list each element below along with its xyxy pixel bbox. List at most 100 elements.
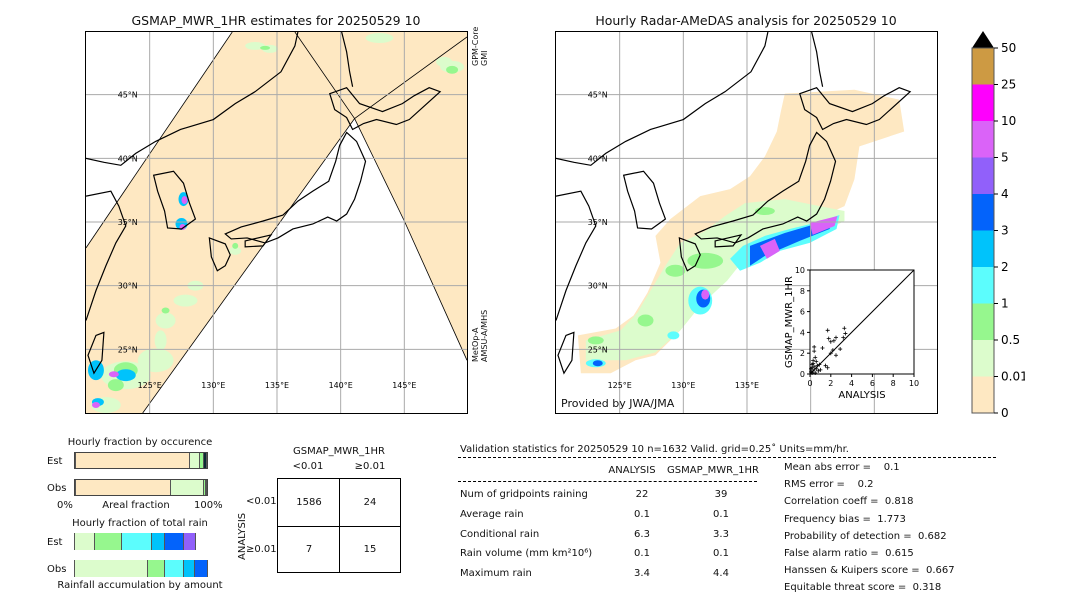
scatter-point [828, 351, 833, 356]
rain-obs-label: Obs [47, 564, 67, 575]
sensor-bottom-line2: AMSU-A/MHS [480, 309, 489, 362]
scatter-point [820, 346, 825, 350]
bar-segment [189, 453, 201, 468]
bar-segment [95, 533, 123, 550]
left-lat-label: 35°N [118, 218, 138, 227]
bar-segment [74, 533, 96, 550]
colorbar-tick-label: 0.01 [1001, 370, 1025, 384]
colorbar-segment [972, 303, 994, 340]
rain-area-purple [809, 216, 838, 235]
rain-moderate [637, 314, 654, 327]
left-lat-label: 25°N [118, 345, 138, 354]
colorbar-tick-label: 0.5 [1001, 333, 1020, 347]
y-tick-label: 4 [800, 328, 805, 337]
one-to-one-line [809, 269, 915, 375]
scatter-point [814, 359, 819, 364]
bar-segment [183, 560, 195, 577]
score-line: Probability of detection = 0.682 [784, 530, 947, 542]
stat-gsmap-value: 0.1 [713, 548, 729, 559]
rain-moderate [587, 336, 604, 345]
colorbar-segment [972, 340, 994, 377]
rain-heavy [115, 369, 136, 382]
cell-false-alarm: 24 [363, 497, 377, 508]
rain-light [137, 348, 174, 373]
bar-segment [165, 560, 184, 577]
rain-light [155, 312, 176, 329]
colorbar-segment [972, 194, 994, 231]
left-lat-label: 45°N [118, 91, 138, 100]
col-label-lt: <0.01 [292, 461, 324, 472]
rain-moderate [161, 307, 170, 314]
colorbar-segment [972, 230, 994, 267]
sensor-label-bottom: MetOp-A AMSU-A/MHS [471, 310, 489, 362]
sensor-label-top: GPM-Core GMI [471, 27, 489, 66]
stat-analysis-value: 22 [635, 489, 649, 500]
scatter-point [817, 362, 822, 367]
left-coast-china [85, 31, 299, 166]
occ-est-label: Est [47, 456, 63, 467]
table-divider [339, 479, 340, 572]
scatter-point [818, 367, 823, 372]
scatter-point [814, 366, 819, 371]
left-lat-label: 30°N [118, 282, 138, 291]
stat-analysis-value: 0.1 [634, 548, 650, 559]
scatter-point [812, 344, 817, 349]
left-coast-china-south [85, 190, 127, 321]
rain-moderate [687, 252, 724, 269]
left-coast-honshu [224, 131, 367, 244]
scatter-point [813, 370, 818, 375]
left-lon-label: 130°E [201, 381, 225, 390]
left-coast-korea [152, 170, 197, 230]
rain-light [154, 330, 167, 351]
rain-intense [108, 371, 119, 378]
x-tick-label: 2 [828, 379, 833, 388]
right-lat-label: 35°N [588, 218, 608, 227]
left-map: 45°N 40°N 35°N 30°N 25°N 125°E 130°E 135°E 140°E… [85, 31, 468, 414]
right-lat-label: 45°N [588, 91, 608, 100]
scatter-point [838, 347, 843, 352]
occ-obs-label: Obs [47, 483, 67, 494]
rain-blue [592, 360, 603, 367]
sensor-top-line2: GMI [480, 50, 489, 66]
right-map-canvas: 45°N 40°N 35°N 30°N 25°N 125°E 130°E 135°E [555, 31, 937, 413]
rain-moderate [107, 379, 124, 392]
bar-segment [122, 533, 152, 550]
stat-analysis-value: 3.4 [634, 568, 650, 579]
right-lon-label: 125°E [608, 381, 632, 390]
right-coast-hokkaido [798, 87, 912, 131]
occ-est-bar [74, 452, 208, 469]
x-tick-label: 0 [807, 379, 812, 388]
right-coast-china [555, 31, 769, 166]
colorbar-tick-label: 5 [1001, 151, 1009, 165]
left-coast-shikoku [244, 233, 273, 248]
rain-est-label: Est [47, 537, 63, 548]
colorbar-segment [972, 48, 994, 85]
rain-est-bar [74, 533, 208, 550]
scatter-point [828, 339, 833, 344]
bar-segment [205, 480, 207, 495]
bar-segment [165, 533, 184, 550]
colorbar-extend-triangle [972, 31, 994, 48]
stat-gsmap-value: 3.3 [713, 529, 729, 540]
cell-miss: 7 [305, 544, 313, 555]
bar-segment [75, 480, 172, 495]
stat-gsmap-value: 39 [714, 489, 728, 500]
col-label-ge: ≥0.01 [354, 461, 386, 472]
colorbar-tick-label: 4 [1001, 187, 1009, 201]
scatter-point [834, 335, 838, 340]
left-coast-sakhalin [341, 31, 354, 87]
y-tick-label: 10 [795, 266, 805, 275]
score-line: Frequency bias = 1.773 [784, 513, 906, 525]
occurrence-title: Hourly fraction by occurence [67, 437, 213, 448]
right-coast-sakhalin [811, 31, 824, 87]
y-tick-label: 0 [800, 370, 805, 379]
left-map-title: GSMAP_MWR_1HR estimates for 20250529 10 [131, 13, 421, 28]
colorbar-tick-label: 2 [1001, 260, 1009, 274]
stat-label: Average rain [460, 509, 524, 520]
stat-label: Rain volume (mm km²10⁶) [460, 548, 593, 559]
right-lon-label: 130°E [671, 381, 695, 390]
bar-segment [183, 533, 196, 550]
right-map-title: Hourly Radar-AMeDAS analysis for 2025052… [595, 13, 897, 28]
rain-light [436, 56, 453, 67]
